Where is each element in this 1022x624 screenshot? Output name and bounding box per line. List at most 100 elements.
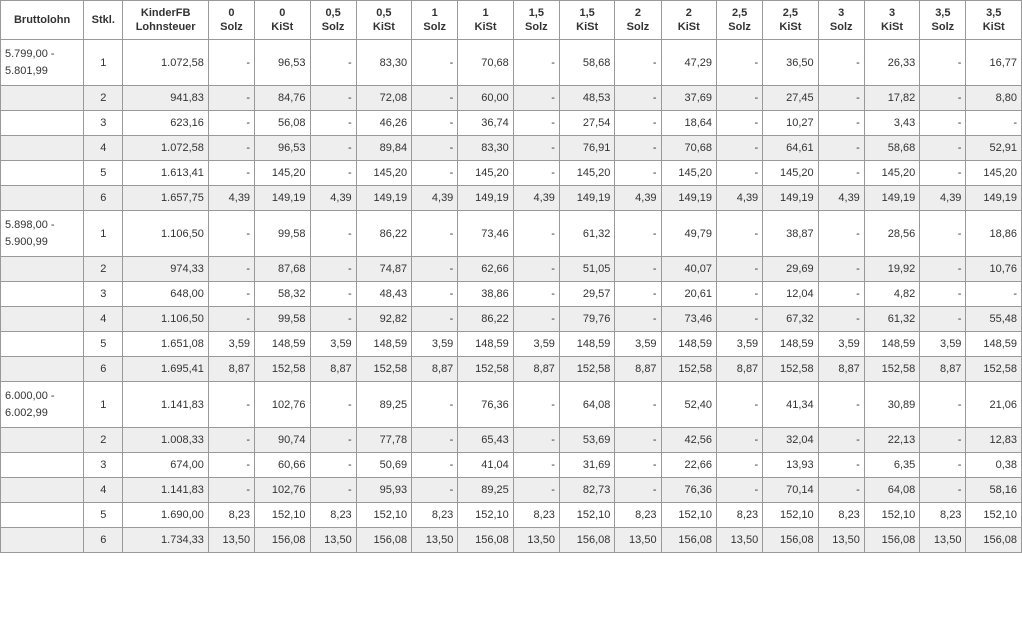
cell-lohnsteuer: 1.690,00	[123, 503, 208, 528]
cell-bruttolohn	[1, 332, 84, 357]
cell-lohnsteuer: 1.008,33	[123, 428, 208, 453]
cell-solz: -	[310, 40, 356, 86]
cell-solz: -	[818, 136, 864, 161]
cell-lohnsteuer: 1.657,75	[123, 186, 208, 211]
table-row: 41.141,83-102,76-95,93-89,25-82,73-76,36…	[1, 478, 1022, 503]
cell-solz: -	[920, 307, 966, 332]
cell-solz: 8,87	[412, 357, 458, 382]
cell-lohnsteuer: 941,83	[123, 86, 208, 111]
cell-solz: -	[615, 453, 661, 478]
cell-bruttolohn	[1, 357, 84, 382]
cell-stkl: 1	[84, 211, 123, 257]
cell-stkl: 6	[84, 186, 123, 211]
cell-solz: 8,23	[513, 503, 559, 528]
cell-kist: 148,59	[966, 332, 1022, 357]
cell-kist: 149,19	[458, 186, 513, 211]
cell-kist: 152,58	[458, 357, 513, 382]
table-row: 2974,33-87,68-74,87-62,66-51,05-40,07-29…	[1, 257, 1022, 282]
cell-kist: 83,30	[458, 136, 513, 161]
cell-kist: 148,59	[763, 332, 818, 357]
cell-kist: 156,08	[966, 528, 1022, 553]
cell-solz: -	[920, 86, 966, 111]
table-row: 3648,00-58,32-48,43-38,86-29,57-20,61-12…	[1, 282, 1022, 307]
col-1,5-solz: 1,5Solz	[513, 1, 559, 40]
cell-solz: -	[513, 111, 559, 136]
cell-lohnsteuer: 1.734,33	[123, 528, 208, 553]
cell-kist: 74,87	[356, 257, 411, 282]
col-2,5-kist: 2,5KiSt	[763, 1, 818, 40]
cell-solz: -	[310, 111, 356, 136]
cell-kist: 152,10	[356, 503, 411, 528]
cell-kist: 20,61	[661, 282, 716, 307]
col-3-kist: 3KiSt	[864, 1, 919, 40]
cell-kist: 32,04	[763, 428, 818, 453]
cell-solz: -	[818, 428, 864, 453]
cell-solz: -	[717, 453, 763, 478]
cell-kist: 38,86	[458, 282, 513, 307]
cell-solz: -	[310, 257, 356, 282]
cell-solz: -	[310, 428, 356, 453]
cell-solz: -	[717, 86, 763, 111]
cell-kist: 58,68	[559, 40, 614, 86]
cell-kist: 26,33	[864, 40, 919, 86]
cell-solz: 3,59	[208, 332, 254, 357]
cell-kist: 22,66	[661, 453, 716, 478]
col-bruttolohn: Bruttolohn	[1, 1, 84, 40]
cell-bruttolohn	[1, 186, 84, 211]
cell-kist: 67,32	[763, 307, 818, 332]
cell-solz: 4,39	[310, 186, 356, 211]
cell-solz: -	[717, 111, 763, 136]
cell-kist: 149,19	[864, 186, 919, 211]
cell-solz: -	[818, 453, 864, 478]
cell-kist: 89,84	[356, 136, 411, 161]
cell-kist: 152,58	[356, 357, 411, 382]
cell-kist: 79,76	[559, 307, 614, 332]
cell-kist: 149,19	[661, 186, 716, 211]
cell-kist: 152,58	[661, 357, 716, 382]
cell-kist: 36,74	[458, 111, 513, 136]
cell-stkl: 3	[84, 282, 123, 307]
cell-kist: 13,93	[763, 453, 818, 478]
cell-solz: -	[412, 161, 458, 186]
cell-solz: -	[513, 307, 559, 332]
cell-bruttolohn	[1, 528, 84, 553]
cell-kist: 60,00	[458, 86, 513, 111]
cell-solz: -	[310, 282, 356, 307]
cell-kist: 145,20	[966, 161, 1022, 186]
col-0-solz: 0Solz	[208, 1, 254, 40]
cell-solz: -	[412, 86, 458, 111]
cell-kist: 31,69	[559, 453, 614, 478]
cell-solz: 13,50	[920, 528, 966, 553]
cell-solz: -	[208, 40, 254, 86]
cell-kist: 90,74	[255, 428, 310, 453]
cell-solz: -	[513, 382, 559, 428]
cell-solz: -	[310, 161, 356, 186]
cell-kist: 12,83	[966, 428, 1022, 453]
cell-kist: 76,36	[458, 382, 513, 428]
cell-solz: -	[412, 453, 458, 478]
table-row: 61.695,418,87152,588,87152,588,87152,588…	[1, 357, 1022, 382]
table-row: 51.690,008,23152,108,23152,108,23152,108…	[1, 503, 1022, 528]
cell-kist: 30,89	[864, 382, 919, 428]
cell-kist: 36,50	[763, 40, 818, 86]
cell-solz: -	[208, 428, 254, 453]
cell-solz: -	[513, 86, 559, 111]
table-row: 61.657,754,39149,194,39149,194,39149,194…	[1, 186, 1022, 211]
cell-solz: -	[412, 40, 458, 86]
cell-kist: 61,32	[559, 211, 614, 257]
cell-kist: 156,08	[559, 528, 614, 553]
cell-solz: -	[412, 111, 458, 136]
cell-solz: -	[513, 257, 559, 282]
table-row: 51.651,083,59148,593,59148,593,59148,593…	[1, 332, 1022, 357]
cell-kist: 58,16	[966, 478, 1022, 503]
cell-solz: -	[615, 211, 661, 257]
cell-solz: 8,23	[615, 503, 661, 528]
cell-kist: 41,04	[458, 453, 513, 478]
cell-solz: 3,59	[717, 332, 763, 357]
cell-kist: 152,58	[763, 357, 818, 382]
cell-kist: 58,32	[255, 282, 310, 307]
cell-kist: 29,69	[763, 257, 818, 282]
cell-kist: 3,43	[864, 111, 919, 136]
cell-bruttolohn: 5.898,00 - 5.900,99	[1, 211, 84, 257]
cell-kist: 65,43	[458, 428, 513, 453]
